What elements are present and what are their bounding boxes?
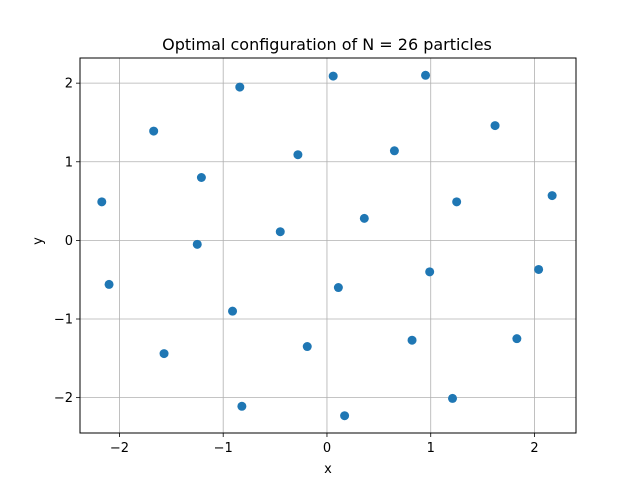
x-tick-label: −2 — [110, 441, 129, 456]
data-point — [333, 283, 343, 293]
data-point — [192, 239, 202, 249]
data-point — [389, 146, 399, 156]
data-point — [97, 197, 107, 207]
data-point — [425, 267, 435, 277]
data-point — [328, 71, 338, 81]
grid-lines — [80, 58, 576, 433]
plot-frame — [79, 57, 577, 434]
data-points — [97, 70, 557, 421]
data-point — [302, 342, 312, 352]
x-tick-label: 1 — [427, 441, 435, 456]
data-point — [104, 279, 114, 289]
data-point — [490, 121, 500, 131]
data-point — [149, 126, 159, 136]
data-point — [340, 411, 350, 421]
data-point — [448, 393, 458, 403]
y-tick-label: 1 — [65, 155, 73, 170]
data-point — [407, 335, 417, 345]
x-tick-label: −1 — [214, 441, 233, 456]
data-point — [534, 264, 544, 274]
data-point — [293, 150, 303, 160]
data-point — [452, 197, 462, 207]
y-axis-label: y — [31, 237, 46, 245]
y-tick-label: −1 — [54, 313, 73, 328]
x-tick-label: 2 — [530, 441, 538, 456]
data-point — [228, 306, 238, 316]
data-point — [421, 70, 431, 80]
axis-ticks: −2 −1 0 1 2 −2 −1 0 1 2 — [54, 77, 539, 456]
y-tick-label: −2 — [54, 391, 73, 406]
y-tick-label: 2 — [65, 77, 73, 92]
x-axis-label: x — [324, 462, 332, 477]
chart-title: Optimal configuration of N = 26 particle… — [162, 35, 492, 54]
data-point — [512, 334, 522, 344]
data-point — [547, 191, 557, 201]
data-point — [235, 82, 245, 92]
data-point — [196, 172, 206, 182]
data-point — [275, 227, 285, 237]
y-tick-label: 0 — [65, 234, 73, 249]
data-point — [159, 349, 169, 359]
data-point — [359, 213, 369, 223]
x-tick-label: 0 — [323, 441, 331, 456]
data-point — [237, 401, 247, 411]
